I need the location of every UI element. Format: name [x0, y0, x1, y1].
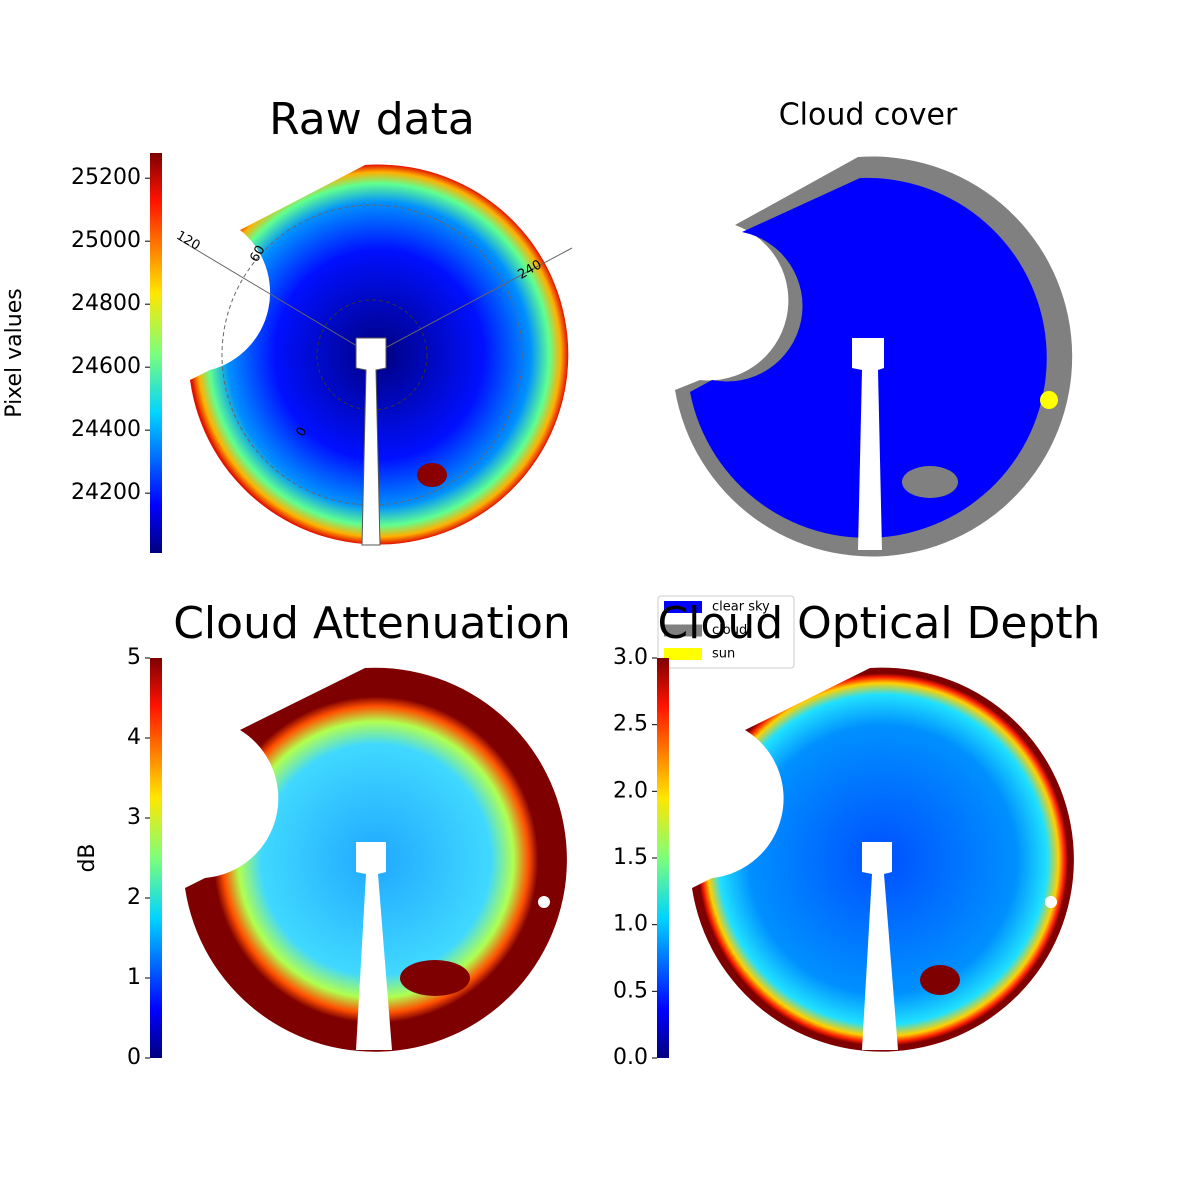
colorbar-tick-label: 24800 — [71, 291, 141, 316]
colorbar-tick-label: 0 — [127, 1045, 141, 1070]
colorbar-tick-label: 24200 — [71, 480, 141, 505]
colorbar-tick-label: 2 — [127, 885, 141, 910]
colorbar-tick-label: 3.0 — [613, 645, 648, 670]
colorbar-tick-label: 1.0 — [613, 912, 648, 937]
polar-label: 120 — [173, 228, 202, 253]
panel-title: Raw data — [269, 94, 475, 145]
legend-swatch — [664, 648, 702, 660]
colorbar-label: Pixel values — [2, 288, 27, 417]
legend-swatch — [664, 624, 702, 637]
panel-title: Cloud Optical Depth — [657, 598, 1100, 649]
colorbar — [150, 658, 162, 1058]
colorbar-tick-label: 2.0 — [613, 778, 648, 803]
legend-swatch — [664, 601, 702, 613]
attenuation-image — [185, 667, 567, 1052]
colorbar-tick-label: 25200 — [71, 165, 141, 190]
colorbar-tick-label: 2.5 — [613, 712, 648, 737]
legend-label: clear sky — [712, 600, 770, 615]
colorbar-tick-label: 24400 — [71, 417, 141, 442]
raw-image — [179, 164, 573, 546]
colorbar-tick-label: 25000 — [71, 228, 141, 253]
legend-label: sun — [712, 647, 735, 662]
colorbar-tick-label: 4 — [127, 725, 141, 750]
colorbar-tick-label: 0.5 — [613, 978, 648, 1003]
panel-title: Cloud cover — [779, 98, 958, 133]
legend-label: cloud — [712, 623, 747, 638]
colorbar-tick-label: 1.5 — [613, 845, 648, 870]
cloud-cover-image — [675, 156, 1073, 557]
colorbar — [657, 658, 669, 1058]
colorbar-tick-label: 3 — [127, 805, 141, 830]
colorbar-label: dB — [75, 843, 100, 872]
colorbar-tick-label: 5 — [127, 645, 141, 670]
colorbar-tick-label: 1 — [127, 965, 141, 990]
optical-depth-image — [692, 667, 1074, 1052]
colorbar — [150, 153, 162, 553]
colorbar-tick-label: 0.0 — [613, 1045, 648, 1070]
polar-label: 60 — [247, 243, 268, 265]
panel-title: Cloud Attenuation — [173, 598, 571, 649]
colorbar-tick-label: 24600 — [71, 354, 141, 379]
